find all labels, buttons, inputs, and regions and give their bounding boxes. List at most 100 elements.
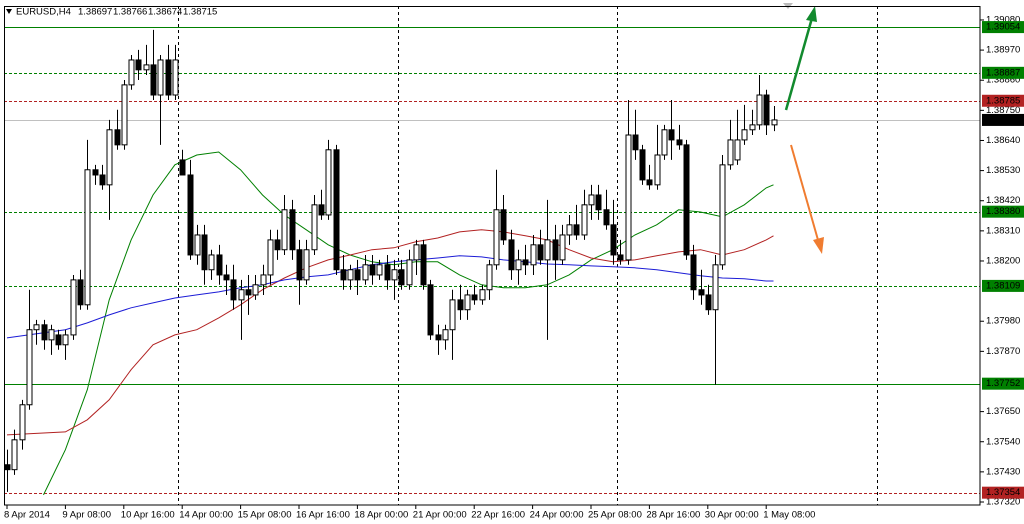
x-tick-label: 21 Apr 00:00 [413, 510, 467, 521]
candle-body [150, 64, 157, 96]
candle-body [588, 194, 595, 206]
candle-body [106, 129, 113, 186]
level-label-box [982, 377, 1024, 390]
candle-body [727, 139, 734, 166]
x-tick-label: 1 May 08:00 [763, 510, 815, 521]
candle-body [442, 329, 449, 341]
candle-body [530, 244, 537, 266]
candle-body [508, 239, 515, 271]
candle-body [749, 124, 756, 131]
candle-body [26, 329, 33, 406]
candle-body [201, 234, 208, 271]
candle-body [654, 154, 661, 186]
level-label: 1.38785 [986, 95, 1020, 106]
level-label-box [982, 113, 1024, 126]
candle-body [11, 439, 18, 471]
candle-body [420, 244, 427, 286]
level-label-box [982, 66, 1024, 79]
candle-body [245, 289, 252, 296]
y-tick-label: 1.38640 [986, 135, 1020, 146]
y-tick-label: 1.38530 [986, 165, 1020, 176]
candle-body [413, 244, 420, 261]
candle-body [435, 334, 442, 341]
plot-frame [4, 6, 981, 506]
candle-body [427, 284, 434, 336]
candle-body [208, 254, 215, 271]
candle-body [734, 139, 741, 161]
candle-body [537, 244, 544, 261]
plot-area [4, 27, 980, 496]
candle-body [260, 274, 267, 286]
candle-body [194, 234, 201, 256]
candle-body [55, 334, 62, 346]
candle-body [333, 149, 340, 271]
candle-body [552, 239, 559, 261]
ohlc-close: 1.38715 [183, 7, 217, 18]
y-tick-label: 1.39080 [986, 14, 1020, 25]
candle-body [625, 134, 632, 261]
candle-body [165, 59, 172, 96]
candle-body [172, 59, 179, 96]
candle-body [573, 224, 580, 236]
candle-body [267, 239, 274, 276]
level-label-box [982, 21, 1024, 34]
candle-body [121, 84, 128, 146]
x-tick-label: 10 Apr 16:00 [121, 510, 175, 521]
candle-body [676, 139, 683, 146]
candle-body [41, 324, 48, 341]
moving-average-line [43, 151, 774, 496]
candle-body [354, 269, 361, 281]
candle-body [471, 294, 478, 301]
y-tick-label: 1.38750 [986, 105, 1020, 116]
x-tick-label: 18 Apr 00:00 [354, 510, 408, 521]
candle-body [741, 129, 748, 141]
candle-body [92, 169, 99, 176]
y-tick-label: 1.37540 [986, 436, 1020, 447]
symbol: EURUSD,H4 [16, 7, 71, 18]
arrow-down-head [813, 237, 824, 254]
y-tick-label: 1.37980 [986, 316, 1020, 327]
arrow-down [790, 144, 819, 241]
candle-body [632, 134, 639, 151]
candle-body [705, 294, 712, 311]
candle-body [4, 464, 11, 471]
candle-body [303, 249, 310, 281]
candle-body [376, 264, 383, 276]
ohlc-high: 1.38766 [113, 7, 147, 18]
candle-body [48, 329, 55, 341]
candle-body [661, 129, 668, 156]
x-tick-label: 16 Apr 16:00 [296, 510, 350, 521]
level-label: 1.38715 [986, 114, 1020, 125]
candle-body [143, 64, 150, 71]
candle-body [325, 149, 332, 216]
candle-body [544, 239, 551, 261]
y-tick-label: 1.37320 [986, 497, 1020, 508]
candle-body [19, 404, 26, 441]
y-tick-label: 1.37430 [986, 466, 1020, 477]
candle-body [639, 149, 646, 181]
menu-triangle [6, 9, 12, 14]
candle-body [223, 274, 230, 281]
level-label: 1.38109 [986, 280, 1020, 291]
candle-body [500, 209, 507, 241]
candle-body [157, 59, 164, 96]
candle-body [698, 289, 705, 296]
candle-body [449, 299, 456, 331]
y-tick-label: 1.37870 [986, 346, 1020, 357]
candle-body [252, 284, 259, 296]
candle-body [581, 204, 588, 236]
ohlc-open: 1.38697 [78, 7, 112, 18]
candle-body [179, 159, 186, 176]
candle-body [99, 174, 106, 186]
candle-body [712, 264, 719, 311]
candle-body [595, 194, 602, 211]
candle-body [566, 224, 573, 236]
candle-body [230, 279, 237, 301]
candle-body [515, 259, 522, 271]
candle-body [216, 254, 223, 276]
level-label: 1.38887 [986, 67, 1020, 78]
level-label-box [982, 486, 1024, 499]
x-tick-label: 22 Apr 16:00 [471, 510, 525, 521]
x-tick-label: 15 Apr 08:00 [238, 510, 292, 521]
